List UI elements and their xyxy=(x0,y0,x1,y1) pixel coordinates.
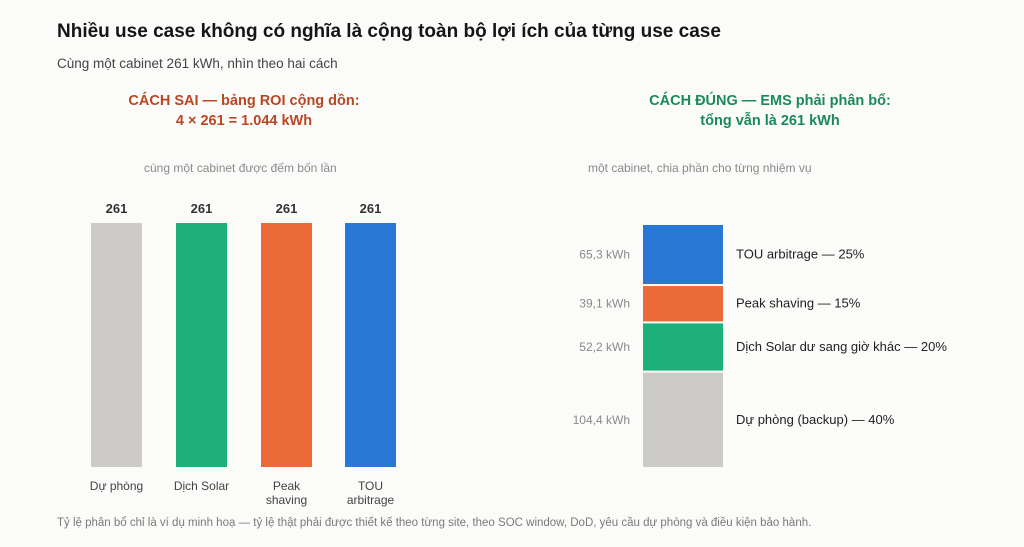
segment-name-label-3: Dịch Solar dư sang giờ khác — 20% xyxy=(736,339,947,354)
stack-segment-1 xyxy=(643,225,723,285)
page-title: Nhiều use case không có nghĩa là cộng to… xyxy=(57,21,721,42)
stack-segment-3 xyxy=(643,323,723,371)
category-label-4-line-1: TOU xyxy=(358,479,383,493)
footnote: Tỷ lệ phân bổ chỉ là ví dụ minh hoạ — tỷ… xyxy=(57,517,812,529)
category-label-2-line-1: Dịch Solar xyxy=(174,479,229,493)
segment-name-label-2: Peak shaving — 15% xyxy=(736,296,861,311)
segment-value-label-4: 104,4 kWh xyxy=(573,413,630,427)
category-label-3-line-1: Peak xyxy=(273,479,301,493)
right-chart-heading: CÁCH ĐÚNG — EMS phải phân bổ: tổng vẫn l… xyxy=(580,91,960,131)
segment-name-label-1: TOU arbitrage — 25% xyxy=(736,247,865,262)
segment-value-label-2: 39,1 kWh xyxy=(579,297,630,311)
category-label-3-line-2: shaving xyxy=(266,493,307,507)
bar-value-label-4: 261 xyxy=(360,201,382,216)
bar-4 xyxy=(345,223,396,467)
right-heading-line-2: tổng vẫn là 261 kWh xyxy=(700,113,840,129)
stack-segment-4 xyxy=(643,372,723,467)
category-label-4-line-2: arbitrage xyxy=(347,493,395,507)
bar-2 xyxy=(176,223,227,467)
left-heading-line-2: 4 × 261 = 1.044 kWh xyxy=(175,113,313,129)
bar-1 xyxy=(91,223,142,467)
stack-segment-2 xyxy=(643,286,723,322)
segment-value-label-3: 52,2 kWh xyxy=(579,340,630,354)
bar-value-label-1: 261 xyxy=(106,201,128,216)
left-chart-heading: CÁCH SAI — bảng ROI cộng dồn: 4 × 261 = … xyxy=(54,91,434,131)
right-heading-line-1: CÁCH ĐÚNG — EMS phải phân bổ: xyxy=(649,93,891,109)
page-subtitle: Cùng một cabinet 261 kWh, nhìn theo hai … xyxy=(57,56,338,71)
segment-name-label-4: Dự phòng (backup) — 40% xyxy=(736,412,895,427)
bar-3 xyxy=(261,223,312,467)
right-chart-note: một cabinet, chia phần cho từng nhiệm vụ xyxy=(588,161,812,175)
left-chart-note: cùng một cabinet được đếm bốn lần xyxy=(144,161,337,175)
category-label-1-line-1: Dự phòng xyxy=(90,479,143,493)
left-heading-line-1: CÁCH SAI — bảng ROI cộng dồn: xyxy=(128,93,360,109)
bar-value-label-2: 261 xyxy=(191,201,213,216)
segment-value-label-1: 65,3 kWh xyxy=(579,248,630,262)
bar-value-label-3: 261 xyxy=(276,201,298,216)
